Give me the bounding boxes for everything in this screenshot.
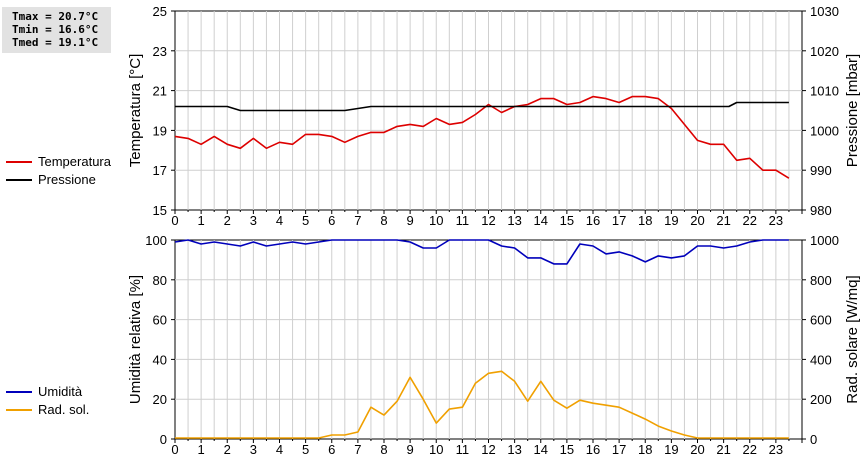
- y-tick-label-right: 600: [810, 313, 832, 328]
- tmax-label: Tmax = 20.7°C: [12, 10, 99, 23]
- y-tick-label: 21: [153, 84, 167, 99]
- x-tick-label: 11: [456, 213, 470, 228]
- x-tick-label: 21: [716, 213, 730, 228]
- y-tick-label: 80: [153, 273, 167, 288]
- x-tick-label: 22: [743, 442, 757, 457]
- y-tick-label: 25: [153, 4, 167, 19]
- y-tick-label: 40: [153, 352, 167, 367]
- x-tick-label: 10: [429, 442, 443, 457]
- y-tick-label-right: 1020: [810, 44, 839, 59]
- x-tick-label: 15: [560, 442, 574, 457]
- series-line-umidit-: [174, 239, 789, 265]
- x-tick-label: 14: [534, 442, 548, 457]
- y-tick-label-right: 1000: [810, 233, 839, 248]
- series-line-rad-sol-: [175, 370, 789, 439]
- y-tick-label-right: 200: [810, 392, 832, 407]
- x-tick-label: 6: [328, 442, 335, 457]
- x-tick-label: 11: [456, 442, 470, 457]
- legend-swatch: [6, 391, 32, 393]
- legend-label: Rad. sol.: [38, 402, 90, 417]
- x-tick-label: 22: [743, 213, 757, 228]
- x-tick-label: 8: [380, 442, 387, 457]
- x-tick-label: 0: [171, 213, 178, 228]
- x-tick-label: 16: [586, 213, 600, 228]
- series-line-pressione: [175, 101, 789, 112]
- x-tick-label: 19: [664, 442, 678, 457]
- x-tick-label: 9: [407, 213, 414, 228]
- legend-swatch: [6, 161, 32, 163]
- y-tick-label-right: 1030: [810, 4, 839, 19]
- x-tick-label: 16: [586, 442, 600, 457]
- y-tick-label: 20: [153, 392, 167, 407]
- x-tick-label: 12: [481, 442, 495, 457]
- x-tick-label: 10: [429, 213, 443, 228]
- legend-label: Umidità: [38, 384, 83, 399]
- x-tick-label: 3: [250, 442, 257, 457]
- y-tick-label-right: 800: [810, 273, 832, 288]
- x-tick-label: 17: [612, 442, 626, 457]
- x-tick-label: 4: [276, 213, 283, 228]
- x-tick-label: 17: [612, 213, 626, 228]
- x-tick-label: 20: [690, 442, 704, 457]
- legend-label: Temperatura: [38, 154, 111, 169]
- x-tick-label: 4: [276, 442, 283, 457]
- y-axis-title-left: Umidità relativa [%]: [127, 275, 144, 404]
- x-tick-label: 7: [354, 213, 361, 228]
- legend-label: Pressione: [38, 172, 96, 187]
- y-axis-title-right: Pressione [mbar]: [844, 54, 860, 167]
- x-tick-label: 18: [638, 442, 652, 457]
- x-tick-label: 5: [302, 213, 309, 228]
- x-tick-label: 1: [198, 213, 205, 228]
- y-tick-label: 100: [145, 233, 167, 248]
- y-tick-label: 0: [160, 432, 167, 447]
- stats-box: Tmax = 20.7°C Tmin = 16.6°C Tmed = 19.1°…: [2, 7, 111, 53]
- x-tick-label: 14: [534, 213, 548, 228]
- tmed-label: Tmed = 19.1°C: [12, 36, 99, 49]
- x-tick-label: 8: [380, 213, 387, 228]
- y-tick-label-right: 400: [810, 352, 832, 367]
- x-tick-label: 20: [690, 213, 704, 228]
- y-tick-label-right: 0: [810, 432, 817, 447]
- x-tick-label: 23: [769, 213, 783, 228]
- tmin-label: Tmin = 16.6°C: [12, 23, 99, 36]
- x-tick-label: 6: [328, 213, 335, 228]
- legend-swatch: [6, 179, 32, 181]
- legend-swatch: [6, 409, 32, 411]
- x-tick-label: 5: [302, 442, 309, 457]
- y-tick-label-right: 1010: [810, 84, 839, 99]
- x-tick-label: 19: [664, 213, 678, 228]
- x-tick-label: 13: [507, 213, 521, 228]
- x-tick-label: 2: [224, 442, 231, 457]
- y-axis-title-right: Rad. solare [W/mq]: [844, 275, 860, 403]
- y-axis-title-left: Temperatura [°C]: [127, 54, 144, 168]
- y-tick-label: 60: [153, 313, 167, 328]
- y-tick-label-right: 1000: [810, 123, 839, 138]
- y-tick-label-right: 980: [810, 203, 832, 218]
- x-tick-label: 0: [171, 442, 178, 457]
- x-tick-label: 9: [407, 442, 414, 457]
- x-tick-label: 15: [560, 213, 574, 228]
- x-tick-label: 1: [198, 442, 205, 457]
- x-tick-label: 3: [250, 213, 257, 228]
- x-tick-label: 2: [224, 213, 231, 228]
- series-line-temperatura: [174, 95, 790, 179]
- y-tick-label: 15: [153, 203, 167, 218]
- x-tick-label: 21: [716, 442, 730, 457]
- x-tick-label: 13: [507, 442, 521, 457]
- x-tick-label: 18: [638, 213, 652, 228]
- y-tick-label: 19: [153, 123, 167, 138]
- y-tick-label-right: 990: [810, 163, 832, 178]
- y-tick-label: 23: [153, 44, 167, 59]
- x-tick-label: 12: [481, 213, 495, 228]
- x-tick-label: 23: [769, 442, 783, 457]
- y-tick-label: 17: [153, 163, 167, 178]
- x-tick-label: 7: [354, 442, 361, 457]
